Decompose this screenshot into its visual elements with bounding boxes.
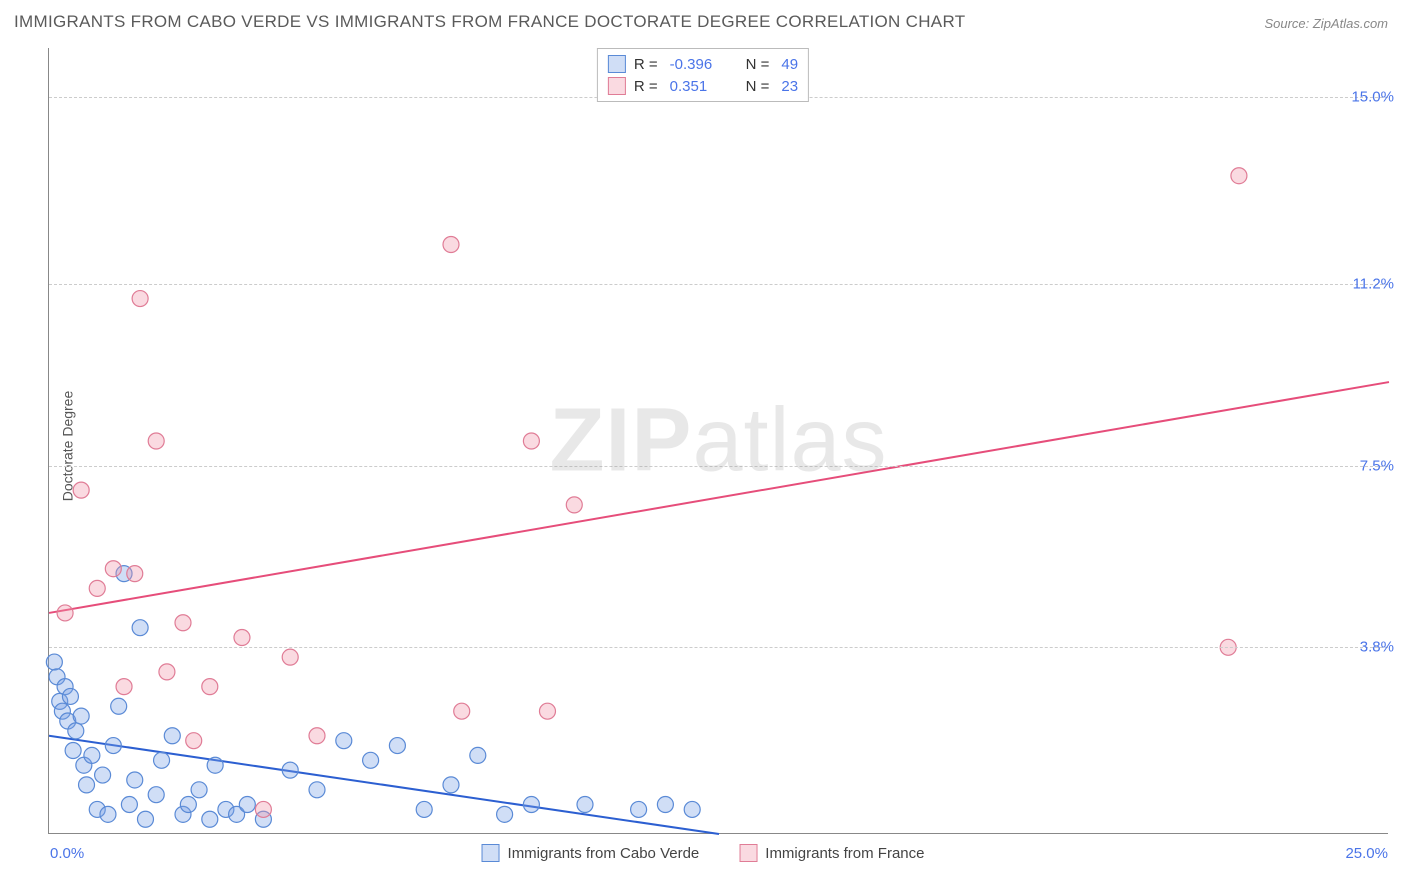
- x-axis-max-label: 25.0%: [1345, 845, 1388, 862]
- data-point: [89, 580, 105, 596]
- data-point: [73, 482, 89, 498]
- data-point: [234, 630, 250, 646]
- data-point: [497, 806, 513, 822]
- data-point: [68, 723, 84, 739]
- data-point: [137, 811, 153, 827]
- data-point: [116, 679, 132, 695]
- data-point: [95, 767, 111, 783]
- legend-label: Immigrants from Cabo Verde: [508, 845, 700, 862]
- y-tick-label: 15.0%: [1351, 89, 1394, 106]
- data-point: [132, 620, 148, 636]
- legend-swatch: [739, 844, 757, 862]
- scatter-svg: [49, 48, 1388, 833]
- chart-title: IMMIGRANTS FROM CABO VERDE VS IMMIGRANTS…: [14, 12, 965, 32]
- data-point: [154, 752, 170, 768]
- data-point: [148, 433, 164, 449]
- data-point: [191, 782, 207, 798]
- r-label: R =: [634, 56, 658, 73]
- data-point: [539, 703, 555, 719]
- x-axis-min-label: 0.0%: [50, 845, 84, 862]
- n-label: N =: [746, 56, 770, 73]
- data-point: [443, 777, 459, 793]
- trend-line: [49, 382, 1389, 613]
- n-label: N =: [746, 78, 770, 95]
- gridline: [49, 284, 1388, 285]
- chart-plot-area: ZIPatlas: [48, 48, 1388, 834]
- legend-item: Immigrants from Cabo Verde: [482, 844, 700, 862]
- data-point: [282, 649, 298, 665]
- data-point: [84, 747, 100, 763]
- r-value: -0.396: [670, 56, 730, 73]
- data-point: [148, 787, 164, 803]
- data-point: [73, 708, 89, 724]
- data-point: [127, 772, 143, 788]
- data-point: [207, 757, 223, 773]
- data-point: [100, 806, 116, 822]
- data-point: [159, 664, 175, 680]
- legend-series: Immigrants from Cabo Verde Immigrants fro…: [482, 844, 925, 862]
- data-point: [566, 497, 582, 513]
- r-value: 0.351: [670, 78, 730, 95]
- legend-swatch: [608, 77, 626, 95]
- legend-swatch: [482, 844, 500, 862]
- data-point: [127, 566, 143, 582]
- data-point: [57, 605, 73, 621]
- data-point: [105, 561, 121, 577]
- data-point: [523, 433, 539, 449]
- data-point: [309, 782, 325, 798]
- n-value: 23: [781, 78, 798, 95]
- y-tick-label: 11.2%: [1353, 275, 1394, 292]
- legend-stat-row: R = -0.396 N = 49: [608, 53, 798, 75]
- data-point: [470, 747, 486, 763]
- legend-label: Immigrants from France: [765, 845, 924, 862]
- data-point: [46, 654, 62, 670]
- gridline: [49, 466, 1388, 467]
- data-point: [1231, 168, 1247, 184]
- data-point: [389, 738, 405, 754]
- data-point: [111, 698, 127, 714]
- source-citation: Source: ZipAtlas.com: [1264, 16, 1388, 31]
- data-point: [577, 797, 593, 813]
- data-point: [523, 797, 539, 813]
- gridline: [49, 647, 1388, 648]
- data-point: [65, 742, 81, 758]
- y-tick-label: 3.8%: [1360, 639, 1394, 656]
- data-point: [336, 733, 352, 749]
- data-point: [657, 797, 673, 813]
- data-point: [105, 738, 121, 754]
- data-point: [684, 801, 700, 817]
- data-point: [79, 777, 95, 793]
- data-point: [186, 733, 202, 749]
- data-point: [164, 728, 180, 744]
- data-point: [443, 237, 459, 253]
- n-value: 49: [781, 56, 798, 73]
- data-point: [202, 679, 218, 695]
- data-point: [62, 688, 78, 704]
- data-point: [175, 615, 191, 631]
- data-point: [631, 801, 647, 817]
- data-point: [202, 811, 218, 827]
- legend-item: Immigrants from France: [739, 844, 924, 862]
- data-point: [121, 797, 137, 813]
- data-point: [416, 801, 432, 817]
- data-point: [309, 728, 325, 744]
- data-point: [255, 801, 271, 817]
- data-point: [132, 291, 148, 307]
- data-point: [363, 752, 379, 768]
- data-point: [282, 762, 298, 778]
- data-point: [239, 797, 255, 813]
- legend-statistics: R = -0.396 N = 49 R = 0.351 N = 23: [597, 48, 809, 102]
- legend-stat-row: R = 0.351 N = 23: [608, 75, 798, 97]
- r-label: R =: [634, 78, 658, 95]
- legend-swatch: [608, 55, 626, 73]
- data-point: [454, 703, 470, 719]
- y-tick-label: 7.5%: [1360, 457, 1394, 474]
- data-point: [180, 797, 196, 813]
